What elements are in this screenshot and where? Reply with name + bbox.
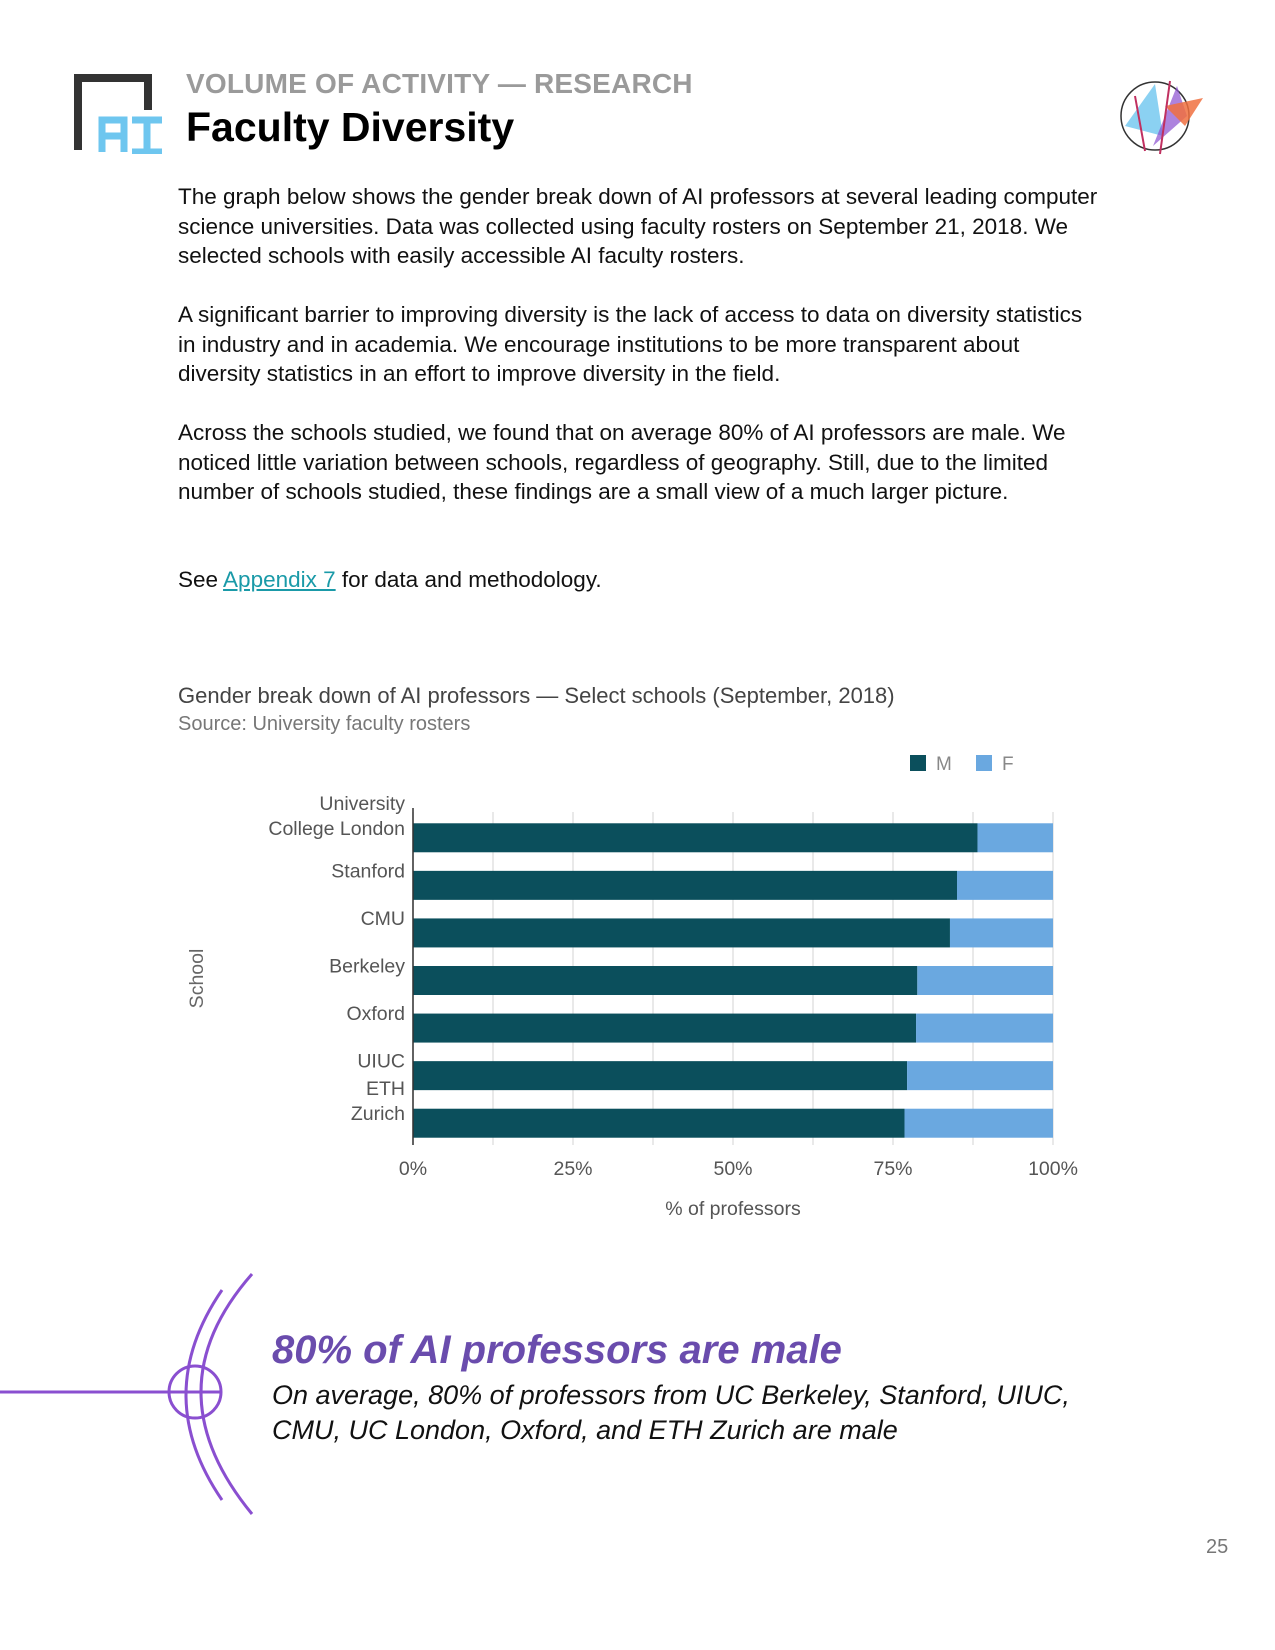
bar-chart: University College London Stanford CMU Berke… (186, 754, 1078, 1220)
appendix-link[interactable]: Appendix 7 (223, 567, 336, 592)
bar-m (413, 1108, 905, 1138)
bar-m (413, 823, 978, 853)
category-label: Stanford (331, 860, 405, 882)
bar-f (904, 1108, 1053, 1138)
x-tick-label: 100% (1028, 1158, 1078, 1180)
chart-source: Source: University faculty rosters (178, 713, 471, 735)
bar-m (413, 1013, 917, 1043)
paragraph-text: The graph below shows the gender break d… (178, 184, 1098, 268)
x-tick-label: 50% (713, 1158, 752, 1180)
bar-f (977, 823, 1053, 853)
category-label: Oxford (346, 1003, 405, 1025)
decorative-art-icon (1120, 80, 1203, 155)
legend-swatch-m (910, 755, 926, 771)
category-label: ETH (366, 1078, 405, 1100)
category-label: Zurich (351, 1103, 405, 1125)
appendix-paragraph: See Appendix 7 for data and methodology. (178, 565, 1098, 595)
legend-label-m: M (936, 754, 952, 775)
x-tick-label: 25% (553, 1158, 592, 1180)
category-label: CMU (361, 908, 405, 930)
bar-m (413, 1061, 908, 1091)
text: for data and methodology. (335, 567, 602, 592)
intro-paragraph: The graph below shows the gender break d… (178, 182, 1098, 271)
page-number: 25 (1206, 1536, 1229, 1558)
bar-m (413, 918, 950, 948)
text: See (178, 567, 224, 592)
category-label: College London (268, 818, 405, 840)
barrier-paragraph: A significant barrier to improving diver… (178, 300, 1098, 389)
paragraph-text: A significant barrier to improving diver… (178, 302, 1083, 386)
legend-label-f: F (1002, 754, 1014, 775)
ai-index-logo (74, 74, 162, 154)
bar-m (413, 870, 957, 900)
bar-f (917, 966, 1053, 995)
page-title: Faculty Diversity (186, 104, 515, 150)
bar-f (949, 918, 1053, 948)
bar-f (916, 1013, 1053, 1043)
paragraph-text: Across the schools studied, we found tha… (178, 420, 1066, 504)
findings-paragraph: Across the schools studied, we found tha… (178, 418, 1098, 507)
chart-title: Gender break down of AI professors — Sel… (178, 683, 895, 708)
callout-heading: 80% of AI professors are male (272, 1328, 842, 1372)
callout-decoration (0, 1273, 254, 1515)
category-label: University (319, 793, 405, 815)
bar-f (907, 1061, 1053, 1091)
bar-f (957, 870, 1053, 900)
bar-m (413, 966, 918, 995)
x-axis-label: % of professors (665, 1198, 801, 1220)
section-kicker: VOLUME OF ACTIVITY — RESEARCH (186, 68, 693, 99)
category-label: Berkeley (329, 956, 405, 978)
legend-swatch-f (976, 755, 992, 771)
x-tick-label: 0% (399, 1158, 427, 1180)
category-label: UIUC (357, 1051, 405, 1073)
callout-text: On average, 80% of professors from UC Be… (272, 1380, 1070, 1445)
y-axis-label: School (186, 949, 208, 1009)
x-tick-label: 75% (873, 1158, 912, 1180)
